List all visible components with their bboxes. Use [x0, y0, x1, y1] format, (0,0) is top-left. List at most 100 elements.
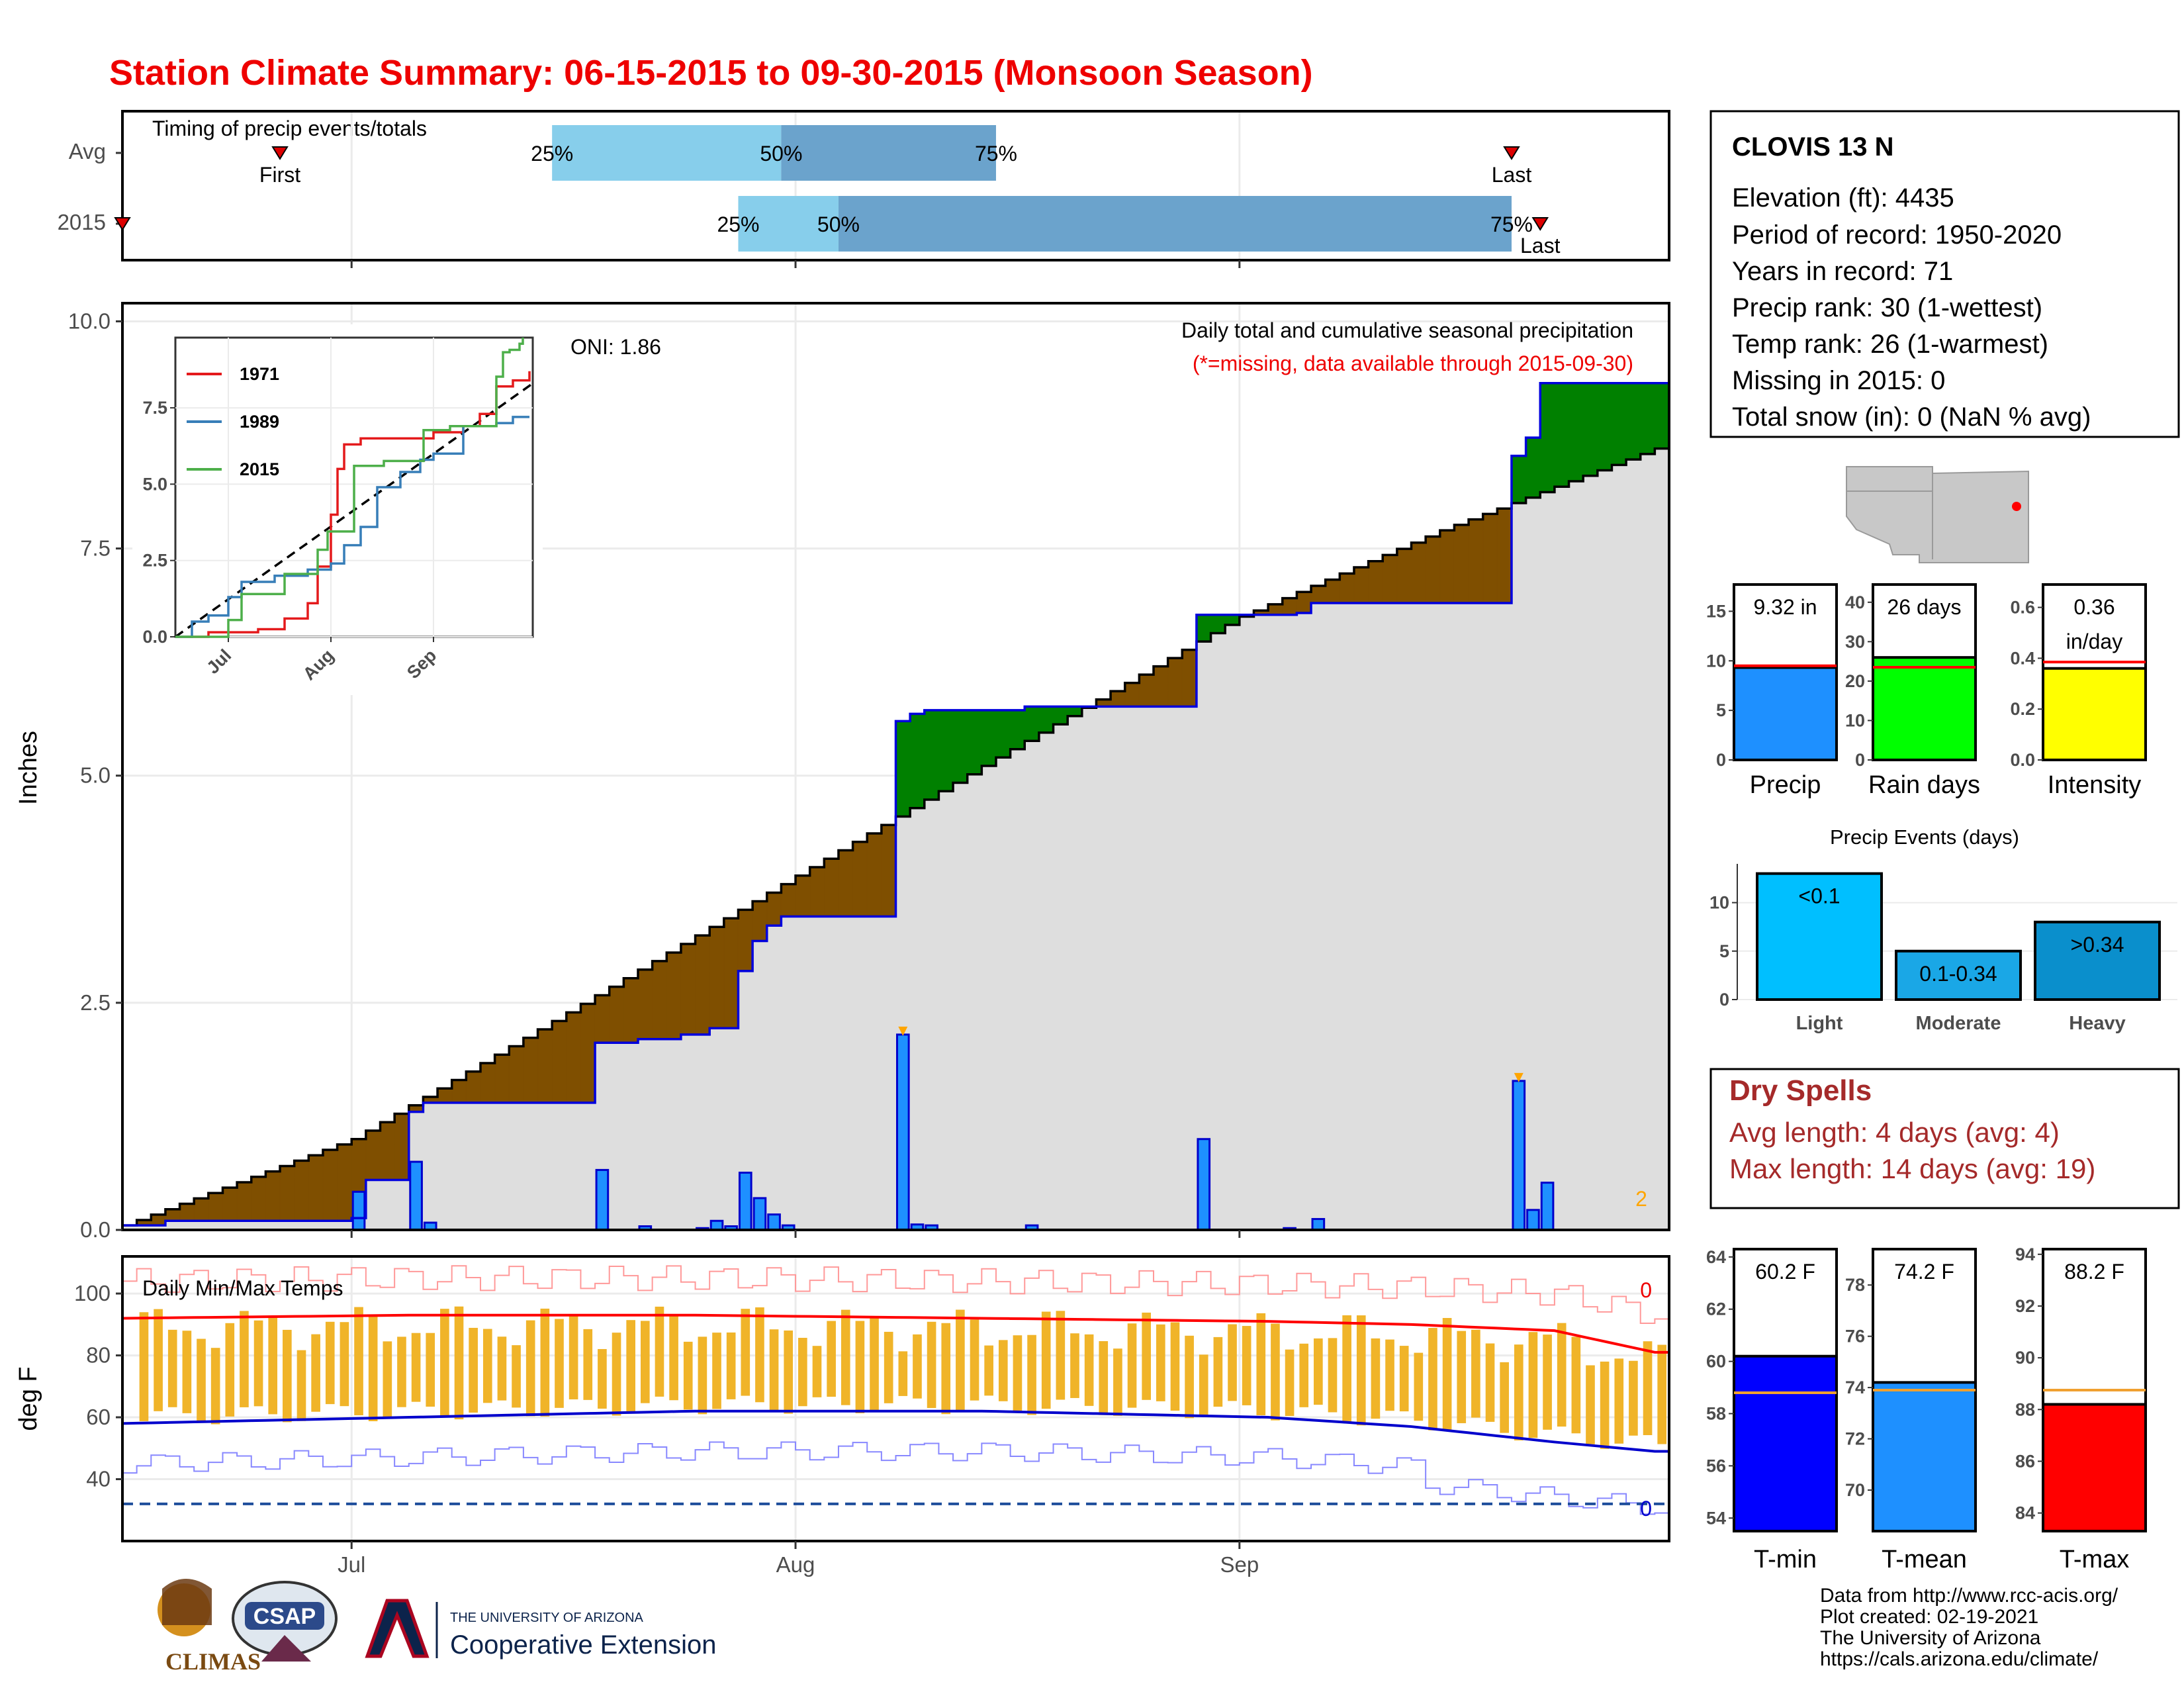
intensity-summary-tick-label: 0.6: [2010, 598, 2035, 618]
temp-summary-bars: 54 56 58 60 62 64 60.2 F T-min 70 72 74 76 78 74.2 F T…: [1706, 1244, 2147, 1573]
events-tick-label: 0: [1719, 990, 1729, 1009]
precip-y-label: Inches: [15, 731, 42, 805]
intensity-summary-name: Intensity: [2048, 771, 2142, 799]
station-temp-rank: Temp rank: 26 (1-warmest): [1732, 330, 2048, 359]
daily-temp-bar: [1399, 1346, 1409, 1412]
tmean-summary-tick-label: 72: [1845, 1429, 1865, 1449]
timing-bar-q50-q75: [838, 196, 1512, 252]
daily-temp-bar: [1643, 1341, 1653, 1435]
daily-temp-bar: [1271, 1323, 1280, 1421]
summary-bars: 0 5 10 15 9.32 in Precip 0 10 20 30 40 26 days Rain …: [1706, 583, 2147, 799]
raindays-summary-bar: [1872, 656, 1977, 761]
timing-first-marker: [271, 146, 289, 160]
daily-temp-bar: [1242, 1326, 1251, 1405]
intensity-summary-tick-label: 0.0: [2010, 750, 2035, 770]
temp-y-axis: 40 60 80 100: [74, 1281, 122, 1491]
daily-temp-bar: [1514, 1344, 1524, 1441]
daily-temp-bar: [1170, 1322, 1180, 1411]
daily-temp-bar: [1213, 1336, 1223, 1407]
tmean-summary-tick-label: 74: [1845, 1378, 1865, 1397]
temp-plot-area: [122, 1265, 1669, 1515]
daily-temp-bar: [311, 1334, 320, 1412]
daily-temp-bar: [426, 1333, 435, 1407]
daily-temp-bar: [1428, 1328, 1437, 1430]
inset-series-1989: [175, 416, 529, 638]
record-min-line: [122, 1441, 1669, 1515]
precip-y-axis: 0.0 2.5 5.0 7.5 10.0: [68, 308, 122, 1242]
inset-series-1971: [175, 371, 531, 638]
daily-temp-bar: [482, 1329, 492, 1403]
timing-panel: Timing of precip events/totals Avg 2015 …: [58, 110, 1670, 268]
daily-temp-bar: [1113, 1348, 1122, 1416]
daily-temp-bar: [956, 1309, 965, 1411]
timing-q25-label: 25%: [531, 142, 573, 165]
daily-precip-bar: [1540, 1182, 1555, 1231]
daily-temp-bar: [1528, 1332, 1538, 1438]
tmean-summary-bar: [1872, 1381, 1977, 1533]
station-elevation: Elevation (ft): 4435: [1732, 183, 1954, 212]
timing-bar-q50-q75: [781, 125, 996, 181]
tmax-summary-name: T-max: [2060, 1546, 2130, 1573]
daily-temp-bar: [383, 1341, 392, 1417]
daily-temp-bar: [1586, 1365, 1595, 1444]
tmin-summary-tick-label: 56: [1706, 1456, 1726, 1476]
daily-temp-bar: [1371, 1338, 1381, 1419]
tmax-missing-count: 0: [1640, 1278, 1652, 1302]
timing-bar-q25-q50: [738, 196, 839, 252]
tmin-summary-value-label: 60.2 F: [1755, 1260, 1815, 1284]
precip-events-title: Precip Events (days): [1830, 825, 2019, 849]
temp-frame: [121, 1255, 1670, 1542]
station-info-box: CLOVIS 13 N Elevation (ft): 4435 Period …: [1709, 110, 2180, 438]
timing-last-marker: [1531, 217, 1549, 231]
daily-temp-bar: [927, 1321, 936, 1409]
tmax-summary-tick-label: 94: [2015, 1244, 2035, 1264]
daily-temp-bar: [1142, 1312, 1151, 1400]
daily-temp-bar: [598, 1348, 607, 1409]
daily-temp-bar: [712, 1333, 721, 1409]
daily-temp-bar: [870, 1318, 879, 1413]
events-category-label: Light: [1796, 1013, 1843, 1034]
daily-temp-bar: [397, 1336, 406, 1407]
daily-temp-bar: [1385, 1339, 1394, 1411]
daily-temp-bar: [1314, 1338, 1323, 1405]
daily-temp-bar: [970, 1319, 979, 1401]
daily-temp-bar: [741, 1309, 751, 1396]
timing-last-label: Last: [1492, 163, 1532, 187]
daily-temp-bar: [555, 1319, 564, 1408]
station-location-marker: [2012, 502, 2021, 511]
inset-legend-label: 2015: [240, 459, 279, 479]
precip-y-tick-label: 0.0: [80, 1217, 111, 1242]
daily-precip-bar: [738, 1172, 752, 1231]
daily-temp-bar: [1629, 1360, 1638, 1436]
tmean-summary-tick-label: 76: [1845, 1327, 1865, 1346]
timing-last-label: Last: [1520, 234, 1561, 258]
intensity-summary-tick-label: 0.2: [2010, 699, 2035, 719]
daily-temp-bar: [210, 1348, 220, 1425]
daily-temp-bar: [784, 1330, 794, 1414]
date-x-axis: Jul Aug Sep: [338, 1230, 1259, 1577]
daily-temp-bar: [139, 1312, 149, 1421]
events-bar-heavy: [2034, 920, 2161, 1002]
daily-temp-bar: [1414, 1352, 1424, 1421]
credit-plot-created: Plot created: 02-19-2021: [1820, 1606, 2038, 1628]
tmin-missing-count: 0: [1640, 1497, 1652, 1521]
daily-temp-bar: [1442, 1318, 1452, 1431]
inset-y-tick-label: 5.0: [142, 474, 167, 494]
daily-temp-bar: [884, 1331, 893, 1403]
daily-temp-bar: [1571, 1336, 1581, 1434]
events-bar-light: [1756, 872, 1883, 1001]
daily-temp-bar: [268, 1316, 278, 1415]
dry-spells-box: Dry Spells Avg length: 4 days (avg: 4) M…: [1709, 1068, 2180, 1209]
daily-temp-bar: [1056, 1311, 1066, 1400]
daily-temp-bar: [984, 1345, 993, 1396]
tmax-summary-tick-label: 92: [2015, 1296, 2035, 1316]
credit-data-source: Data from http://www.rcc-acis.org/: [1820, 1585, 2118, 1607]
tmin-summary-tick-label: 64: [1706, 1247, 1726, 1267]
events-category-label: Heavy: [2069, 1013, 2125, 1034]
raindays-summary-value-label: 26 days: [1887, 595, 1961, 619]
precip-subtitle: Daily total and cumulative seasonal prec…: [1181, 318, 1633, 342]
missing-note: (*=missing, data available through 2015-…: [1193, 352, 1633, 375]
daily-temp-bar: [1013, 1335, 1023, 1411]
precip-summary-tick-label: 5: [1716, 700, 1726, 720]
